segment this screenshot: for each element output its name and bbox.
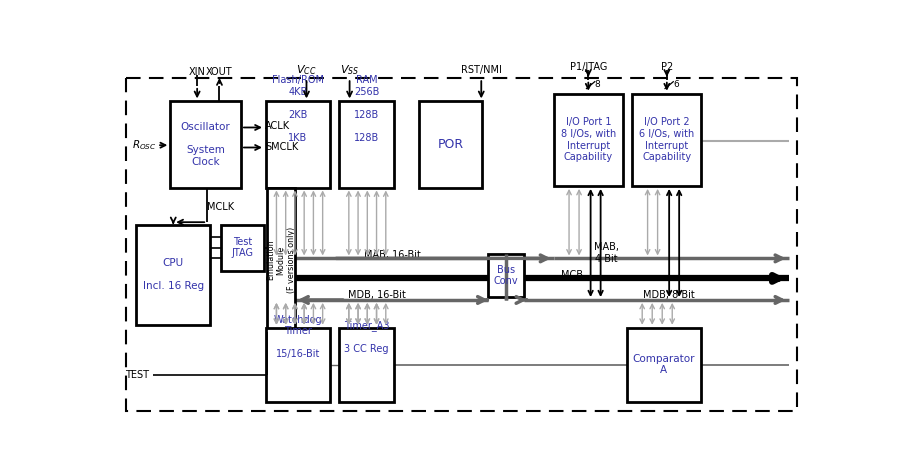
Text: MAB, 16-Bit: MAB, 16-Bit (364, 250, 420, 260)
Text: XOUT: XOUT (206, 67, 233, 77)
Text: POR: POR (437, 138, 464, 151)
Text: RST/NMI: RST/NMI (461, 66, 501, 76)
Text: XIN: XIN (189, 67, 205, 77)
Text: MDB, 16-Bit: MDB, 16-Bit (347, 290, 406, 300)
Bar (488, 254, 524, 297)
Text: Bus
Conv: Bus Conv (493, 264, 518, 286)
Bar (266, 101, 329, 187)
Bar (626, 328, 701, 402)
Text: Watchdog
Timer

15/16-Bit: Watchdog Timer 15/16-Bit (274, 314, 322, 359)
Bar (338, 101, 394, 187)
Bar (338, 328, 394, 402)
Text: 6: 6 (673, 80, 679, 89)
Bar (418, 101, 482, 187)
Bar (554, 93, 623, 186)
Text: MAB,
4 Bit: MAB, 4 Bit (594, 242, 618, 264)
Text: Flash/ROM
4KB

2KB

1KB: Flash/ROM 4KB 2KB 1KB (272, 75, 324, 143)
Text: RAM
256B

128B

128B: RAM 256B 128B 128B (354, 75, 379, 143)
Bar (170, 101, 241, 187)
Text: Timer_A3

3 CC Reg: Timer_A3 3 CC Reg (344, 320, 390, 354)
Text: CPU

Incl. 16 Reg: CPU Incl. 16 Reg (143, 258, 203, 291)
Bar (136, 225, 211, 325)
Text: Emulation
Module
(F versions only): Emulation Module (F versions only) (266, 227, 296, 293)
Text: Test
JTAG: Test JTAG (231, 237, 254, 258)
Text: P2: P2 (661, 62, 673, 72)
Text: MDB, 8 Bit: MDB, 8 Bit (644, 290, 695, 300)
Text: $V_{CC}$: $V_{CC}$ (296, 64, 317, 77)
Text: 8: 8 (595, 80, 600, 89)
Text: Comparator
A: Comparator A (633, 354, 695, 375)
Text: TEST: TEST (125, 370, 149, 379)
Text: SMCLK: SMCLK (265, 143, 298, 152)
Bar (221, 225, 264, 271)
Text: MCLK: MCLK (207, 202, 234, 212)
Text: Oscillator

System
Clock: Oscillator System Clock (181, 122, 230, 167)
Text: P1/JTAG: P1/JTAG (570, 62, 607, 72)
Text: I/O Port 1
8 I/Os, with
Interrupt
Capability: I/O Port 1 8 I/Os, with Interrupt Capabi… (561, 118, 616, 162)
Text: I/O Port 2
6 I/Os, with
Interrupt
Capability: I/O Port 2 6 I/Os, with Interrupt Capabi… (639, 118, 695, 162)
Text: $V_{SS}$: $V_{SS}$ (340, 64, 359, 77)
Text: ACLK: ACLK (265, 121, 290, 131)
Bar (632, 93, 701, 186)
Bar (267, 187, 295, 332)
Bar (266, 328, 329, 402)
Text: MCB: MCB (562, 270, 583, 279)
Text: $R_{OSC}$: $R_{OSC}$ (131, 138, 157, 152)
